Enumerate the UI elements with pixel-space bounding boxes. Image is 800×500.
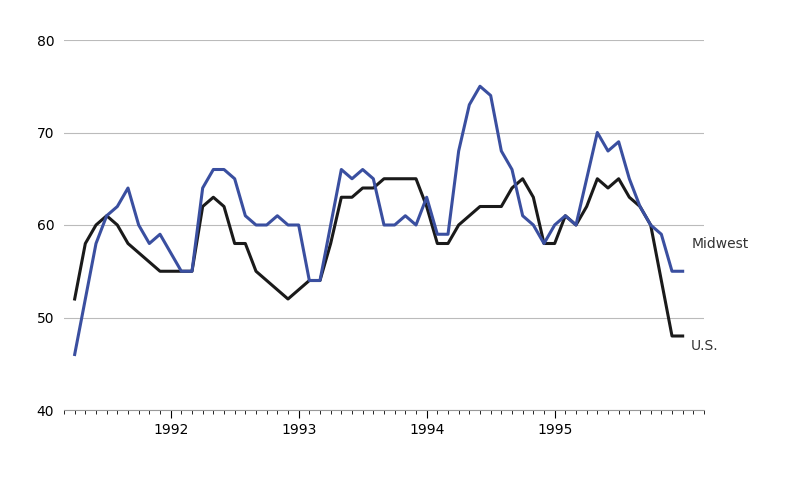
Text: Midwest: Midwest — [691, 237, 749, 251]
Text: U.S.: U.S. — [691, 339, 719, 353]
